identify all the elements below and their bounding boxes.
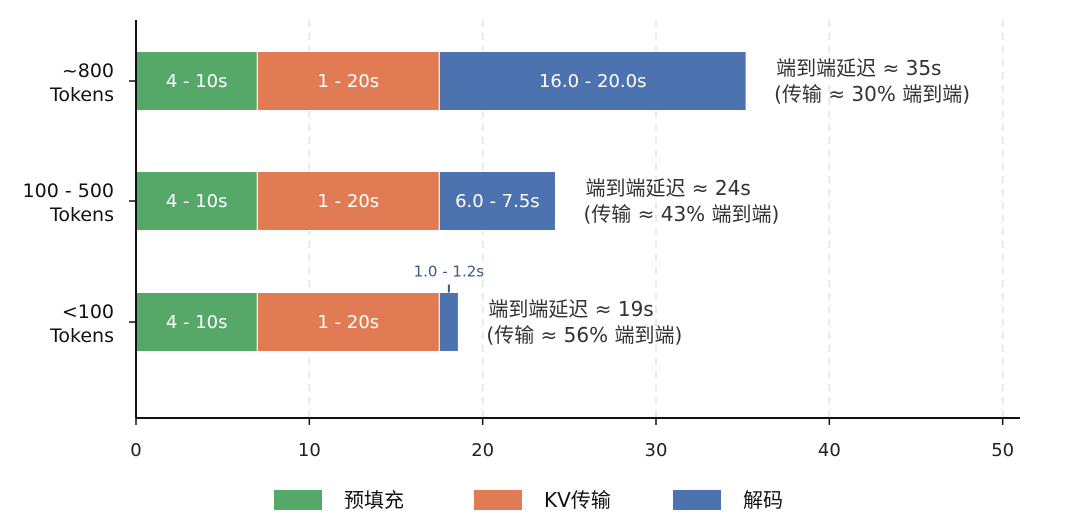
legend-swatch	[474, 490, 522, 510]
bar-segment-label: 6.0 - 7.5s	[455, 191, 540, 212]
bar-segment	[438, 51, 747, 111]
x-tick-label: 20	[471, 440, 494, 461]
legend: 预填充 KV传输 解码	[274, 488, 783, 512]
category-label: <100	[62, 301, 114, 323]
latency-annotation: 端到端延迟 ≈ 19s	[488, 297, 653, 321]
bar-segment-label: 16.0 - 20.0s	[539, 71, 646, 92]
legend-label: 解码	[743, 488, 783, 512]
legend-label: 预填充	[344, 488, 404, 512]
bars-group: 4 - 10s 1 - 20s 16.0 - 20.0s 4 - 10s 1 - 20s…	[135, 51, 747, 352]
bar-segment	[438, 171, 556, 231]
latency-annotation: 端到端延迟 ≈ 35s	[776, 56, 941, 80]
category-label-unit: Tokens	[49, 204, 114, 226]
bar-segment	[135, 292, 258, 352]
legend-swatch	[274, 490, 322, 510]
latency-annotation: 端到端延迟 ≈ 24s	[585, 176, 750, 200]
transfer-share-annotation: (传输 ≈ 30% 端到端)	[774, 82, 970, 106]
transfer-share-annotation: (传输 ≈ 43% 端到端)	[583, 202, 779, 226]
transfer-share-annotation: (传输 ≈ 56% 端到端)	[486, 323, 682, 347]
legend-label: KV传输	[544, 488, 611, 512]
bar-segment-label: 1.0 - 1.2s	[414, 263, 485, 281]
category-label: ~800	[62, 60, 114, 82]
x-tick-label: 30	[645, 440, 668, 461]
bar-segment-label: 4 - 10s	[166, 312, 228, 333]
bar-segment-label: 4 - 10s	[166, 71, 228, 92]
bar-segment	[135, 51, 258, 111]
bar-segment-label: 1 - 20s	[317, 71, 379, 92]
x-tick-label: 50	[991, 440, 1014, 461]
bar-segment-label: 4 - 10s	[166, 191, 228, 212]
bar-segment-label: 1 - 20s	[317, 312, 379, 333]
bar-segment	[256, 171, 440, 231]
x-tick-label: 40	[818, 440, 841, 461]
bar-segment	[438, 292, 459, 352]
x-tick-label: 0	[130, 440, 141, 461]
category-label-unit: Tokens	[49, 84, 114, 106]
legend-swatch	[673, 490, 721, 510]
bar-segment-label: 1 - 20s	[317, 191, 379, 212]
annotations-group: 端到端延迟 ≈ 35s(传输 ≈ 30% 端到端)端到端延迟 ≈ 24s(传输 …	[486, 56, 970, 347]
x-tick-label: 10	[298, 440, 321, 461]
category-label-unit: Tokens	[49, 325, 114, 347]
bar-segment	[256, 51, 440, 111]
category-label: 100 - 500	[23, 180, 114, 202]
